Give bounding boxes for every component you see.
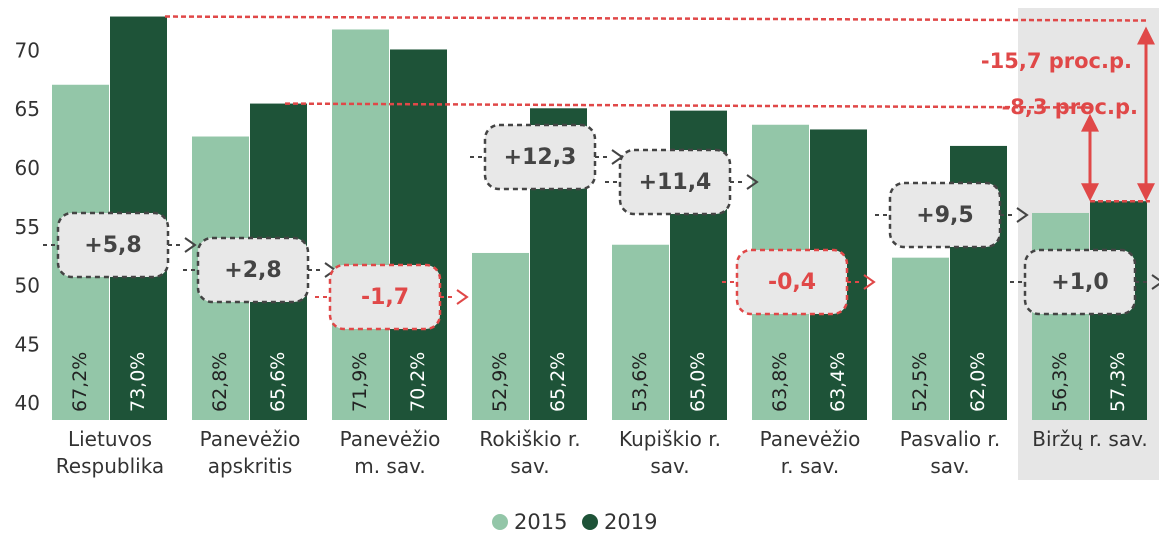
reference-line [164, 15, 1149, 22]
difference-box [618, 148, 732, 216]
bar-value-label: 67,2% [69, 352, 91, 412]
difference-box [483, 123, 597, 191]
difference-label: -0,4 [768, 270, 816, 295]
arrow-head [456, 289, 469, 305]
difference-label: +2,8 [224, 258, 281, 283]
y-tick-label: 60 [15, 156, 40, 180]
difference-label: +12,3 [504, 145, 577, 170]
arrow-head [863, 274, 876, 290]
difference-label: -1,7 [361, 285, 409, 310]
x-tick-label: Panevėžio apskritis [200, 427, 301, 478]
difference-box [1023, 248, 1137, 316]
difference-label: +11,4 [639, 170, 712, 195]
y-tick-label: 70 [15, 38, 40, 62]
bar [472, 252, 529, 420]
bar-value-label: 65,0% [687, 352, 709, 412]
bar-value-label: 52,9% [489, 352, 511, 412]
bar-value-label: 53,6% [629, 352, 651, 412]
difference-label: +1,0 [1051, 270, 1108, 295]
gap-label: -15,7 proc.p. [981, 49, 1132, 73]
bar-value-label: 56,3% [1049, 352, 1071, 412]
arrow-head [184, 237, 197, 253]
difference-box [888, 181, 1002, 249]
legend-marker [492, 514, 508, 530]
difference-box [328, 263, 442, 331]
y-tick-label: 65 [15, 97, 40, 121]
arrow-head [1016, 207, 1029, 223]
y-tick-label: 40 [15, 391, 40, 415]
legend-marker [582, 514, 598, 530]
arrow-head [1081, 113, 1099, 132]
bar [612, 244, 669, 420]
bar-value-label: 63,8% [769, 352, 791, 412]
y-tick-label: 50 [15, 274, 40, 298]
bar [892, 257, 949, 420]
arrow-head [1137, 183, 1155, 202]
bar-value-label: 52,5% [909, 352, 931, 412]
reference-line [284, 102, 1093, 109]
legend-label: 2015 [514, 510, 567, 534]
gap-label: -8,3 proc.p. [1002, 95, 1138, 119]
y-tick-label: 45 [15, 332, 40, 356]
bar [332, 29, 389, 421]
bar-value-label: 65,2% [547, 352, 569, 412]
bar-value-label: 65,6% [267, 352, 289, 412]
bar-value-label: 62,8% [209, 352, 231, 412]
bar-value-label: 73,0% [127, 352, 149, 412]
difference-box [196, 236, 310, 304]
arrow-head [1137, 26, 1155, 45]
x-tick-label: Lietuvos Respublika [56, 427, 164, 478]
difference-label: +5,8 [84, 233, 141, 258]
y-tick-label: 55 [15, 215, 40, 239]
bar-value-label: 63,4% [827, 352, 849, 412]
x-tick-label: Pasvalio r. sav. [900, 427, 1000, 478]
difference-box [56, 211, 170, 279]
x-tick-label: Kupiškio r. sav. [619, 427, 721, 478]
legend-label: 2019 [604, 510, 657, 534]
bar-value-label: 62,0% [967, 352, 989, 412]
bar-value-label: 71,9% [349, 352, 371, 412]
bar-value-label: 57,3% [1107, 352, 1129, 412]
difference-box [735, 248, 849, 316]
x-tick-label: Panevėžio m. sav. [340, 427, 441, 478]
bar [1032, 212, 1089, 420]
x-tick-label: Panevėžio r. sav. [760, 427, 861, 478]
arrow-head [1151, 274, 1159, 290]
bar-value-label: 70,2% [407, 352, 429, 412]
arrow-head [746, 174, 759, 190]
bar [390, 49, 447, 420]
x-tick-label: Rokiškio r. sav. [479, 427, 580, 478]
x-tick-label: Biržų r. sav. [1032, 427, 1147, 451]
difference-label: +9,5 [916, 203, 973, 228]
arrow-head [1081, 183, 1099, 202]
